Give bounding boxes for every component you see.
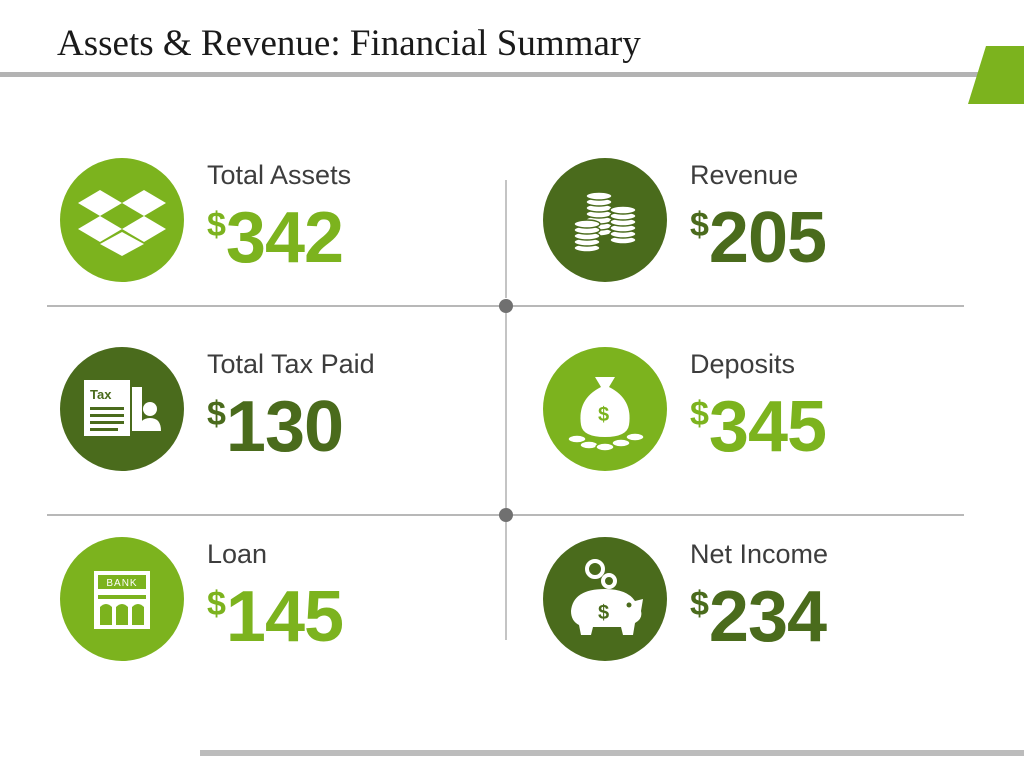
dollar-sign: $ — [598, 602, 609, 624]
amount: 234 — [708, 577, 827, 657]
card-value: $234 — [690, 581, 827, 653]
footer-rule — [200, 750, 1024, 756]
card-label: Deposits — [690, 349, 796, 379]
card-label: Loan — [207, 539, 268, 569]
center-divider-middle — [505, 313, 507, 508]
currency-symbol: $ — [207, 206, 226, 244]
page-title: Assets & Revenue: Financial Summary — [57, 23, 641, 64]
coin-stacks-icon — [543, 158, 667, 282]
card-net-income: $ Net Income $234 — [543, 537, 943, 667]
currency-symbol: $ — [207, 395, 226, 433]
card-label: Revenue — [690, 160, 799, 190]
card-value: $145 — [207, 581, 344, 653]
card-value: $342 — [207, 202, 344, 274]
bank-icon: BANK — [60, 537, 184, 661]
card-value: $130 — [207, 391, 344, 463]
divider-dot-1 — [499, 299, 513, 313]
tax-label: Tax — [90, 387, 112, 402]
card-label: Total Assets — [207, 160, 352, 190]
amount: 342 — [225, 198, 344, 278]
amount: 205 — [708, 198, 827, 278]
card-label: Total Tax Paid — [207, 349, 375, 379]
card-value: $345 — [690, 391, 827, 463]
card-total-assets: Total Assets $342 — [60, 158, 460, 288]
amount: 345 — [708, 387, 827, 467]
money-bag-icon: $ — [543, 347, 667, 471]
currency-symbol: $ — [690, 395, 709, 433]
amount: 130 — [225, 387, 344, 467]
bank-sign: BANK — [106, 578, 137, 589]
card-value: $205 — [690, 202, 827, 274]
tax-document-icon: Tax — [60, 347, 184, 471]
currency-symbol: $ — [690, 585, 709, 623]
center-divider-bottom — [505, 522, 507, 640]
divider-dot-2 — [499, 508, 513, 522]
title-divider — [0, 72, 985, 77]
card-loan: BANK Loan $145 — [60, 537, 460, 667]
piggy-bank-icon: $ — [543, 537, 667, 661]
currency-symbol: $ — [207, 585, 226, 623]
center-divider-top — [505, 180, 507, 298]
card-deposits: $ Deposits $345 — [543, 347, 943, 477]
dropbox-box-icon — [60, 158, 184, 282]
card-label: Net Income — [690, 539, 829, 569]
dollar-sign: $ — [598, 404, 609, 426]
currency-symbol: $ — [690, 206, 709, 244]
amount: 145 — [225, 577, 344, 657]
card-revenue: Revenue $205 — [543, 158, 943, 288]
card-total-tax-paid: Tax Total Tax Paid $130 — [60, 347, 460, 477]
